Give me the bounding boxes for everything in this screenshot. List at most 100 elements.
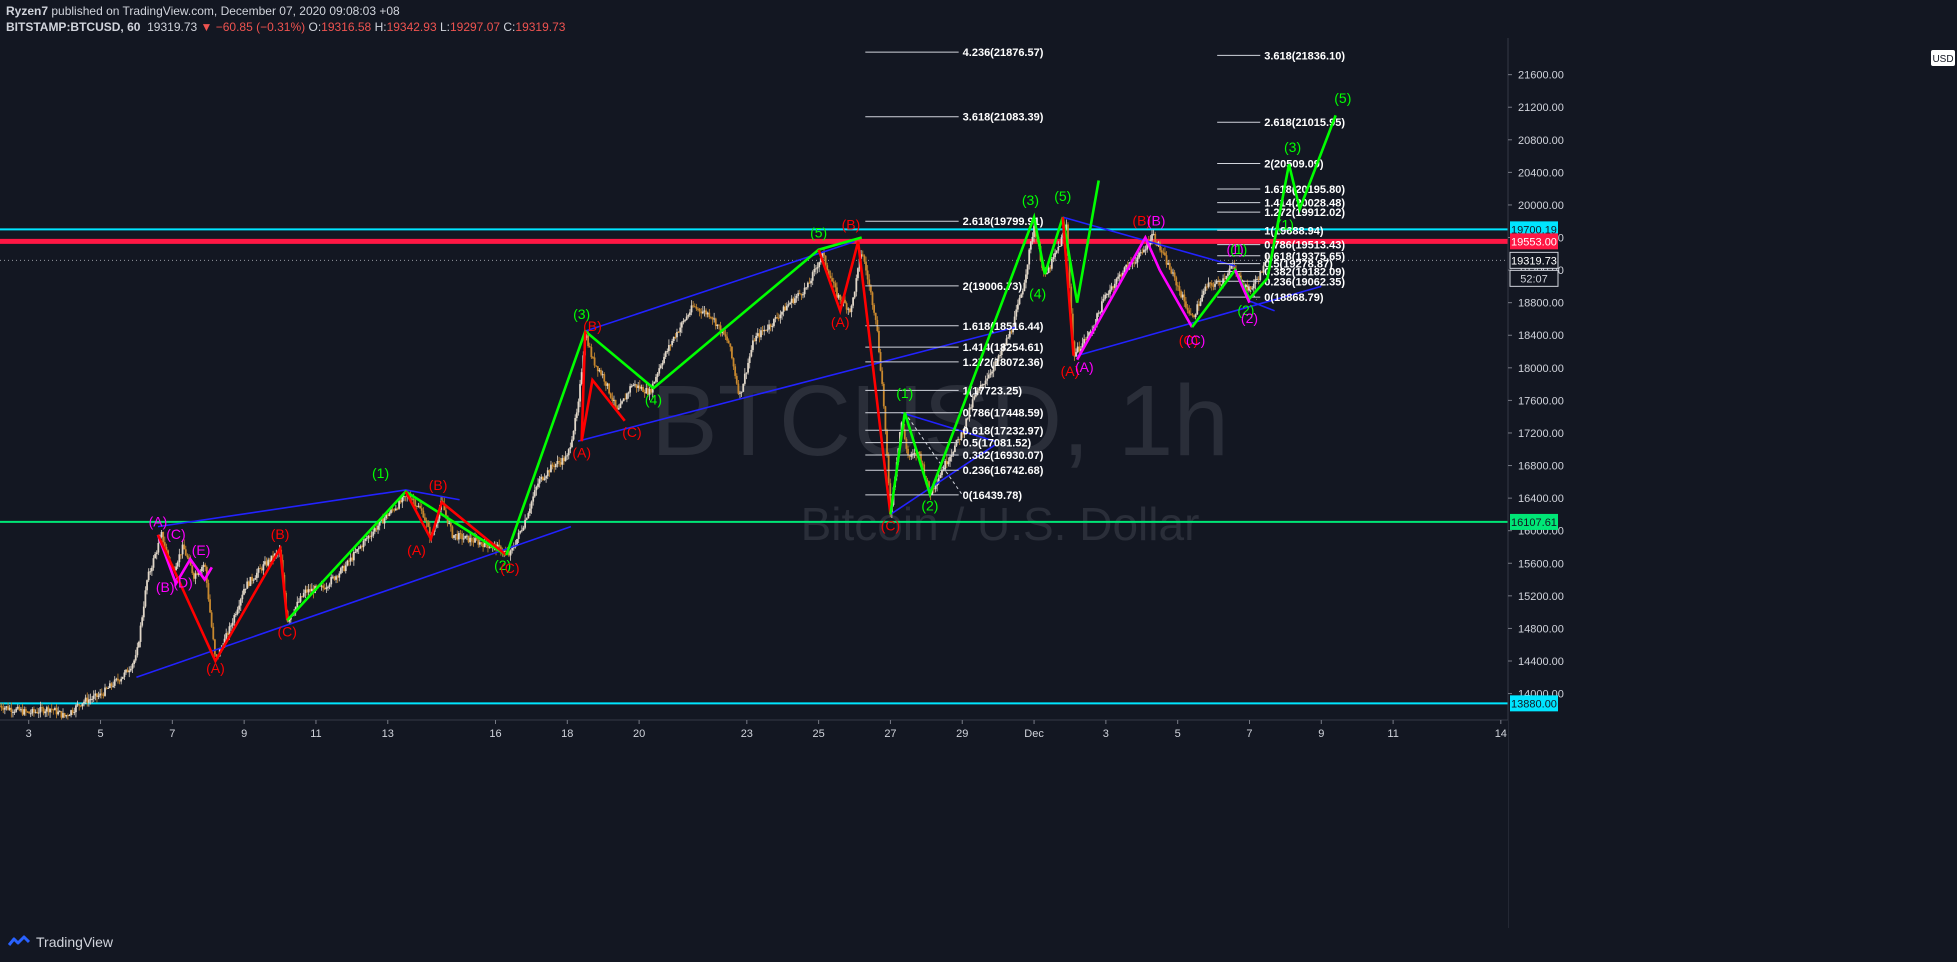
candle-body <box>307 589 310 593</box>
brand-name: TradingView <box>36 934 114 950</box>
candle-body <box>663 356 665 364</box>
candle-body <box>336 576 339 578</box>
candle-body <box>469 537 472 543</box>
candle-body <box>1049 267 1052 269</box>
candle-body <box>530 501 533 509</box>
candle-body <box>572 430 575 440</box>
wave-line <box>156 534 289 664</box>
candle-body <box>869 285 872 293</box>
candle-body <box>265 561 268 566</box>
candle-body <box>525 518 528 520</box>
candle-body <box>1067 224 1069 256</box>
candle-body <box>1259 271 1262 280</box>
candle-body <box>944 460 947 470</box>
candle-body <box>160 531 163 538</box>
chart-header: Ryzen7 published on TradingView.com, Dec… <box>0 0 1957 40</box>
candle-body <box>268 559 271 563</box>
wave-label: (2) <box>921 497 938 513</box>
candle-body <box>1218 282 1221 285</box>
candle-body <box>800 293 803 296</box>
candle-body <box>228 626 231 635</box>
time-tick-label: 9 <box>1318 728 1324 740</box>
candle-body <box>41 707 43 709</box>
candle-body <box>142 606 145 618</box>
candle-body <box>1175 277 1178 286</box>
fib-right-label: 0.382(19182.09) <box>1264 267 1345 279</box>
candle-body <box>488 547 491 549</box>
candle-body <box>1151 234 1153 241</box>
candle-body <box>873 305 876 313</box>
candle-body <box>1075 352 1077 357</box>
candle-body <box>540 476 543 480</box>
candle-body <box>1050 258 1053 269</box>
candle-body <box>196 573 199 575</box>
candle-body <box>630 385 633 387</box>
candle-body <box>1088 332 1090 337</box>
author-name[interactable]: Ryzen7 <box>6 4 49 18</box>
price-tick-label: 16400.00 <box>1518 493 1564 505</box>
candle-body <box>306 589 308 593</box>
candle-body <box>550 464 552 473</box>
candle-body <box>94 693 97 696</box>
candle-body <box>1059 245 1061 247</box>
candle-body <box>149 571 152 573</box>
candle-body <box>1144 249 1147 251</box>
candle-body <box>1133 262 1136 264</box>
candle-body <box>382 518 384 524</box>
wave-line <box>580 331 626 442</box>
candle-body <box>848 308 851 313</box>
candle-body <box>1120 274 1123 277</box>
candle-body <box>147 571 150 581</box>
candle-body <box>532 496 535 502</box>
candle-body <box>693 306 696 308</box>
candle-body <box>1084 339 1087 341</box>
price-level-tag-label: 19319.73 <box>1511 255 1557 267</box>
candle-body <box>246 581 249 589</box>
candle-body <box>264 561 266 565</box>
channel-line <box>900 411 995 442</box>
candle-body <box>984 380 987 385</box>
candle-body <box>100 693 103 695</box>
candle-body <box>1055 250 1058 253</box>
candle-body <box>414 500 417 507</box>
candle-body <box>1223 278 1226 280</box>
candle-body <box>1029 241 1032 250</box>
wave-label: (C) <box>166 526 185 542</box>
candle-body <box>8 707 11 710</box>
wave-label: (5) <box>1054 188 1071 204</box>
wave-label: (C) <box>1186 332 1205 348</box>
candle-body <box>5 706 8 708</box>
candle-body <box>47 707 50 713</box>
tradingview-logo[interactable]: TradingView <box>8 934 113 950</box>
candle-body <box>467 535 470 543</box>
countdown-tag <box>1509 269 1559 287</box>
candle-body <box>1125 264 1128 268</box>
candle-body <box>735 375 738 384</box>
candle-body <box>176 562 179 567</box>
candle-body <box>729 343 732 347</box>
candle-body <box>1238 273 1241 276</box>
symbol-label[interactable]: BITSTAMP:BTCUSD, 60 <box>6 20 141 34</box>
time-tick-label: 3 <box>1103 728 1109 740</box>
candle-body <box>1083 339 1086 344</box>
price-tick-label: 20800.00 <box>1518 135 1564 147</box>
candle-body <box>695 306 698 309</box>
wave-label: (3) <box>1022 192 1039 208</box>
candle-body <box>516 538 518 546</box>
wave-lines <box>156 114 1337 664</box>
candle-body <box>511 547 514 551</box>
price-tick-label: 18400.00 <box>1518 330 1564 342</box>
candle-body <box>548 470 551 473</box>
axes[interactable]: 21600.00 21200.00 20800.00 20400.00 20000.00… <box>0 38 1957 930</box>
candle-body <box>257 568 260 573</box>
candle-body <box>391 509 394 511</box>
channel-line <box>1249 300 1275 312</box>
candle-body <box>383 518 386 524</box>
fib-left-label: 1.272(18072.36) <box>963 357 1044 369</box>
candle-body <box>1172 272 1174 274</box>
candle-body <box>155 552 158 555</box>
candle-body <box>1115 278 1118 284</box>
currency-button[interactable] <box>1931 50 1955 66</box>
wave-line <box>1061 217 1075 356</box>
